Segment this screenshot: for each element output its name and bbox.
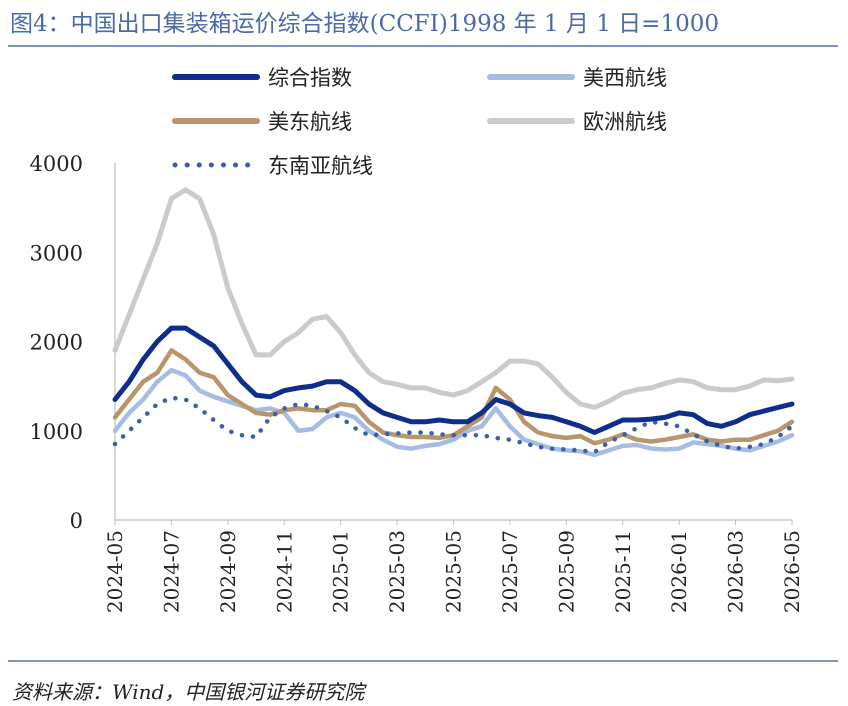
y-tick-label: 2000 <box>30 331 83 355</box>
legend-label: 东南亚航线 <box>268 154 373 178</box>
series-line-1 <box>112 325 795 435</box>
y-tick-label: 1000 <box>30 420 83 444</box>
x-tick-label: 2025-11 <box>611 530 635 613</box>
legend-label: 综合指数 <box>268 66 352 90</box>
x-tick-label: 2026-03 <box>724 530 748 613</box>
top-divider <box>8 45 838 47</box>
x-tick-label: 2024-09 <box>216 530 240 613</box>
legend-label: 美东航线 <box>268 110 352 134</box>
y-tick-label: 3000 <box>30 241 83 265</box>
axes: 0 1000 2000 3000 4000 2024-05 2024-07 2024-09 20… <box>30 152 804 613</box>
bottom-divider <box>8 660 838 662</box>
x-tick-label: 2025-09 <box>554 530 578 613</box>
legend-label: 欧洲航线 <box>583 110 667 134</box>
x-tick-label: 2025-05 <box>442 530 466 613</box>
y-tick-label: 0 <box>70 509 83 533</box>
x-tick-label: 2026-05 <box>780 530 804 613</box>
series-line-4 <box>112 187 795 410</box>
series-line-5 <box>112 395 795 455</box>
x-tick-label: 2025-03 <box>385 530 409 613</box>
x-tick-label: 2024-05 <box>103 530 127 613</box>
y-tick-label: 4000 <box>30 152 83 176</box>
series-lines <box>112 187 795 458</box>
x-tick-label: 2026-01 <box>667 530 691 613</box>
x-tick-label: 2025-01 <box>329 530 353 613</box>
x-tick-label: 2025-07 <box>498 530 522 613</box>
chart-title: 图4：中国出口集装箱运价综合指数(CCFI)1998 年 1 月 1 日=100… <box>10 11 719 37</box>
series-line-2 <box>112 367 795 458</box>
source-note: 资料来源：Wind，中国银河证券研究院 <box>12 680 365 704</box>
legend-label: 美西航线 <box>583 66 667 90</box>
x-tick-label: 2024-07 <box>159 530 183 613</box>
x-tick-label: 2024-11 <box>272 530 296 613</box>
